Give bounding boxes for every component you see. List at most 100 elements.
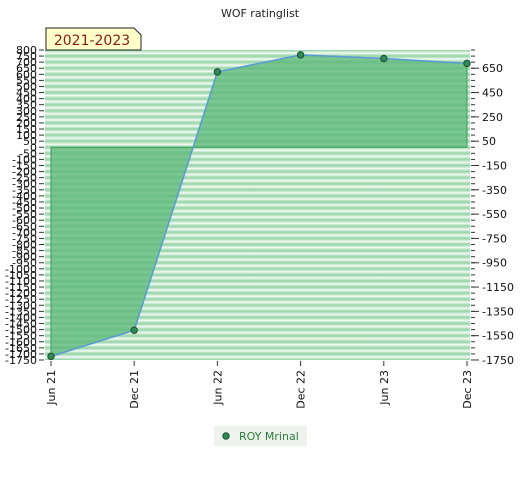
- left-tick-label: -250: [12, 172, 37, 185]
- left-tick-label: -800: [12, 239, 37, 252]
- x-tick-label: Jun 21: [45, 370, 58, 406]
- grid-band: [45, 262, 470, 269]
- grid-band: [45, 341, 470, 348]
- right-tick-label: -750: [482, 232, 507, 245]
- badge-box: [45, 27, 142, 51]
- left-tick-label: -850: [12, 245, 37, 258]
- data-point-dec-22: [296, 51, 305, 59]
- left-tick-label: -100: [12, 153, 37, 166]
- grid-band: [45, 335, 470, 342]
- grid-band: [45, 323, 470, 330]
- left-tick-label: 300: [16, 105, 37, 118]
- grid-band: [45, 56, 470, 63]
- left-tick-label: -200: [12, 166, 37, 179]
- left-tick-label: -350: [12, 184, 37, 197]
- data-point-dec-21: [130, 326, 138, 334]
- right-tick-label: -1750: [482, 354, 514, 367]
- left-tick-label: -1150: [5, 281, 37, 294]
- right-tick-label: -150: [482, 159, 507, 172]
- right-tick-label: -550: [482, 208, 507, 221]
- right-tick-label: 450: [482, 87, 503, 100]
- grid-band: [45, 195, 470, 202]
- left-tick-label: 650: [16, 62, 37, 75]
- left-tick-label: -700: [12, 226, 37, 239]
- left-tick-label: -1100: [5, 275, 37, 288]
- grid-band: [45, 256, 470, 263]
- right-tick-label: -350: [482, 184, 507, 197]
- data-point-jun-22: [213, 68, 222, 76]
- left-tick-label: 50: [23, 135, 37, 148]
- right-tick-label: -1150: [482, 281, 514, 294]
- left-tick-label: -1300: [5, 299, 37, 312]
- grid-band: [45, 153, 470, 160]
- left-tick-label: -1350: [5, 305, 37, 318]
- chart-title: WOF ratinglist: [221, 7, 300, 20]
- left-tick-label: -150: [12, 159, 37, 172]
- left-tick-label: -300: [12, 178, 37, 191]
- x-tick-label: Dec 23: [461, 370, 474, 409]
- x-tick-label: Jun 22: [211, 370, 224, 406]
- left-tick-label: 250: [16, 111, 37, 124]
- grid-band: [45, 280, 470, 288]
- grid-band: [45, 226, 470, 233]
- left-tick-label: -1750: [5, 354, 37, 367]
- left-tick-label: -650: [12, 220, 37, 233]
- left-tick-label: -500: [12, 202, 37, 215]
- left-tick-label: 100: [16, 129, 37, 142]
- grid-band: [45, 232, 470, 239]
- grid-band: [45, 311, 470, 318]
- left-tick-label: 450: [16, 87, 37, 100]
- grid-band: [45, 250, 470, 257]
- left-tick-label: 750: [16, 50, 37, 63]
- grid-band: [45, 347, 470, 354]
- grid-band: [45, 268, 470, 275]
- grid-band: [45, 244, 470, 251]
- left-tick-label: -50: [19, 147, 37, 160]
- legend[interactable]: ROY Mrinal: [214, 426, 307, 446]
- grid-band: [45, 171, 470, 178]
- grid-band: [45, 353, 470, 360]
- grid-band: [45, 177, 470, 184]
- left-tick-label: -1050: [5, 269, 37, 282]
- left-tick-label: -1000: [5, 263, 37, 276]
- left-tick-label: -400: [12, 190, 37, 203]
- left-tick-label: 0: [30, 141, 37, 154]
- left-tick-label: 500: [16, 80, 37, 93]
- badge-label: 2021-2023: [54, 33, 130, 49]
- left-tick-label: 400: [16, 93, 37, 106]
- right-tick-label: -1550: [482, 330, 514, 343]
- grid-band: [45, 299, 470, 306]
- left-tick-label: -1550: [5, 330, 37, 343]
- grid-band: [45, 201, 470, 209]
- left-tick-label: 550: [16, 74, 37, 87]
- right-tick-label: -950: [482, 257, 507, 270]
- x-tick-label: Dec 22: [295, 370, 308, 409]
- legend-box: [214, 426, 307, 446]
- left-tick-label: -1250: [5, 293, 37, 306]
- left-tick-label: -1500: [5, 324, 37, 337]
- left-tick-label: -750: [12, 232, 37, 245]
- grid-band: [45, 159, 470, 166]
- right-axis: 650 450 250 50 -150 -350 -550 -750 -950 -1150 -135…: [471, 49, 514, 367]
- left-tick-label: -1600: [5, 336, 37, 349]
- left-tick-label: 150: [16, 123, 37, 136]
- grid-band: [45, 50, 470, 57]
- left-tick-label: 200: [16, 117, 37, 130]
- grid-band: [45, 147, 470, 154]
- grid-band: [45, 220, 470, 227]
- left-tick-label: -1700: [5, 348, 37, 361]
- data-point-dec-23: [463, 59, 471, 68]
- grid-band: [45, 293, 470, 300]
- left-tick-label: -1200: [5, 287, 37, 300]
- grid-band: [45, 189, 470, 196]
- left-tick-label: -1400: [5, 311, 37, 324]
- left-tick-label: 700: [16, 56, 37, 69]
- x-tick-label: Dec 21: [128, 370, 141, 409]
- left-tick-label: 350: [16, 99, 37, 112]
- grid-band: [45, 238, 470, 245]
- data-point-jun-23: [380, 54, 388, 63]
- left-axis: 8007507006506005505004504003503002502001…: [5, 44, 44, 367]
- year-range-badge: 2021-2023: [45, 27, 142, 51]
- left-tick-label: -1450: [5, 318, 37, 331]
